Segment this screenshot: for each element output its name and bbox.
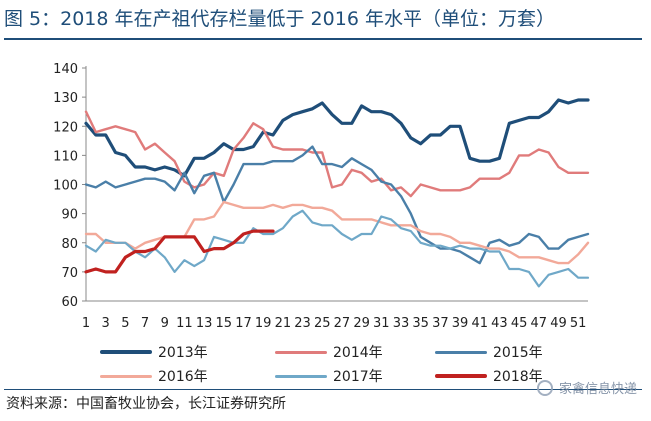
y-tick-label: 140 — [53, 62, 78, 77]
x-tick-label: 37 — [432, 316, 449, 331]
legend-item: 2018年 — [435, 366, 543, 386]
legend-item: 2014年 — [275, 342, 383, 362]
x-tick-label: 39 — [452, 316, 469, 331]
x-tick-label: 47 — [531, 316, 548, 331]
y-tick-label: 110 — [53, 149, 78, 164]
x-tick-label: 5 — [121, 316, 129, 331]
y-tick-label: 100 — [53, 179, 78, 194]
y-tick-label: 70 — [61, 266, 78, 281]
series-line-2018年 — [84, 229, 275, 274]
x-tick-label: 33 — [393, 316, 410, 331]
legend-swatch — [275, 374, 327, 378]
x-tick-label: 27 — [334, 316, 351, 331]
x-tick-label: 19 — [255, 316, 272, 331]
series-line-2014年 — [84, 110, 590, 198]
x-tick-label: 35 — [412, 316, 429, 331]
legend-item: 2013年 — [100, 342, 208, 362]
x-tick-label: 31 — [373, 316, 390, 331]
y-tick-label: 130 — [53, 91, 78, 106]
legend-swatch — [100, 374, 152, 378]
x-tick-label: 43 — [491, 316, 508, 331]
x-tick-label: 17 — [235, 316, 252, 331]
footer-rule — [4, 389, 642, 390]
chart-title: 图 5：2018 年在产祖代存栏量低于 2016 年水平（单位：万套） — [4, 8, 555, 30]
legend-item: 2016年 — [100, 366, 208, 386]
legend-label: 2014年 — [333, 345, 383, 361]
x-tick-label: 23 — [294, 316, 311, 331]
legend-label: 2016年 — [158, 369, 208, 385]
series-line-2017年 — [84, 209, 590, 288]
legend-item: 2017年 — [275, 366, 383, 386]
source-note: 资料来源：中国畜牧业协会，长江证券研究所 — [6, 396, 286, 412]
x-tick-label: 3 — [102, 316, 110, 331]
x-tick-label: 11 — [176, 316, 193, 331]
x-tick-label: 7 — [141, 316, 149, 331]
x-tick-label: 41 — [471, 316, 488, 331]
y-tick-label: 90 — [61, 208, 78, 223]
series-line-2013年 — [84, 98, 590, 178]
watermark-text: 家禽信息快递 — [558, 382, 637, 397]
y-tick-label: 120 — [53, 120, 78, 135]
legend-swatch — [435, 374, 487, 378]
series-lines — [84, 98, 590, 288]
legend-swatch — [275, 350, 327, 354]
x-tick-labels: 1 3 5 7 9 11 13 15 17 19 21 23 25 27 29 31 33 35 37 39 41 43 4… — [82, 316, 587, 331]
y-tick-label: 60 — [61, 295, 78, 310]
x-tick-label: 21 — [275, 316, 292, 331]
x-tick-label: 29 — [353, 316, 370, 331]
chart-axes — [82, 66, 588, 302]
x-tick-label: 51 — [570, 316, 587, 331]
x-tick-label: 25 — [314, 316, 331, 331]
legend-swatch — [100, 350, 152, 354]
wechat-icon — [536, 379, 553, 396]
title-rule — [4, 38, 642, 40]
legend-label: 2013年 — [158, 345, 208, 361]
series-line-2015年 — [84, 145, 590, 265]
legend-label: 2015年 — [493, 345, 543, 361]
x-tick-label: 15 — [216, 316, 233, 331]
legend-label: 2017年 — [333, 369, 383, 385]
legend-label: 2018年 — [493, 369, 543, 385]
x-tick-label: 9 — [161, 316, 169, 331]
x-tick-label: 1 — [82, 316, 90, 331]
x-tick-label: 13 — [196, 316, 213, 331]
y-tick-labels: 60 70 80 90 100 110 120 130 140 — [53, 62, 78, 310]
x-tick-label: 49 — [550, 316, 567, 331]
y-tick-label: 80 — [61, 237, 78, 252]
x-tick-label: 45 — [511, 316, 528, 331]
legend-swatch — [435, 350, 487, 354]
legend-item: 2015年 — [435, 342, 543, 362]
watermark: 家禽信息快递 — [536, 378, 637, 397]
